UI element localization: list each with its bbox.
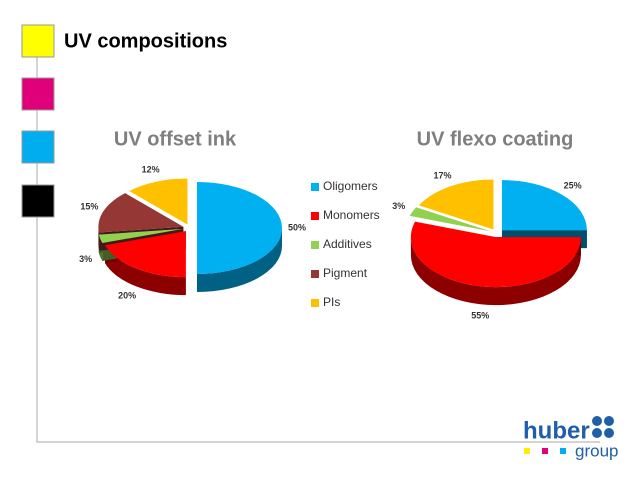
pie-slice (98, 193, 184, 233)
pie-slice (98, 228, 184, 244)
pie-tops (98, 178, 282, 278)
legend-label: Pigment (323, 266, 368, 280)
legend-swatch (311, 299, 319, 307)
data-label: 25% (564, 181, 582, 191)
legend-swatch (311, 212, 319, 220)
data-label: 3% (392, 201, 405, 211)
pie-tops (409, 179, 587, 288)
pie-side (105, 245, 186, 296)
frame-line (36, 217, 600, 443)
pie-slice (105, 231, 186, 278)
chart-title: UV flexo coating (417, 128, 574, 150)
legend-swatch (311, 241, 319, 249)
data-label: 17% (434, 171, 452, 181)
slide-title: UV compositions (64, 30, 227, 52)
legend-swatch (311, 183, 319, 191)
logo-icon (592, 416, 602, 426)
legend-label: Monomers (323, 208, 380, 222)
pie-slice (197, 182, 282, 274)
logo: huber group (523, 416, 618, 460)
color-square (21, 184, 55, 218)
pie-slice (409, 207, 491, 232)
logo-icon (604, 416, 614, 426)
logo-dot (524, 448, 530, 454)
pie-slice (410, 221, 581, 288)
legend-label: PIs (323, 295, 340, 309)
legend-label: Oligomers (323, 179, 378, 193)
data-label: 50% (288, 222, 306, 232)
logo-dot (542, 448, 548, 454)
pie-slice (501, 180, 587, 231)
data-label: 12% (142, 165, 160, 175)
data-label: 20% (118, 291, 136, 301)
logo-tagline: group (575, 441, 618, 460)
data-label: 55% (471, 311, 489, 321)
data-label: 15% (80, 201, 98, 211)
legend-label: Additives (323, 237, 372, 251)
logo-icon (604, 428, 614, 438)
data-label: 3% (79, 254, 92, 264)
pie-slice (129, 178, 188, 225)
logo-dot (560, 448, 566, 454)
legend-swatch (311, 270, 319, 278)
logo-name: huber (523, 417, 590, 444)
color-square (21, 77, 55, 111)
pie-slice (418, 179, 494, 230)
color-square (21, 24, 55, 58)
pie-side (98, 226, 100, 251)
pie-side (410, 237, 581, 306)
color-square (21, 130, 55, 164)
chart-title: UV offset ink (114, 128, 237, 150)
pie-side (197, 228, 282, 292)
logo-icon (592, 428, 602, 438)
